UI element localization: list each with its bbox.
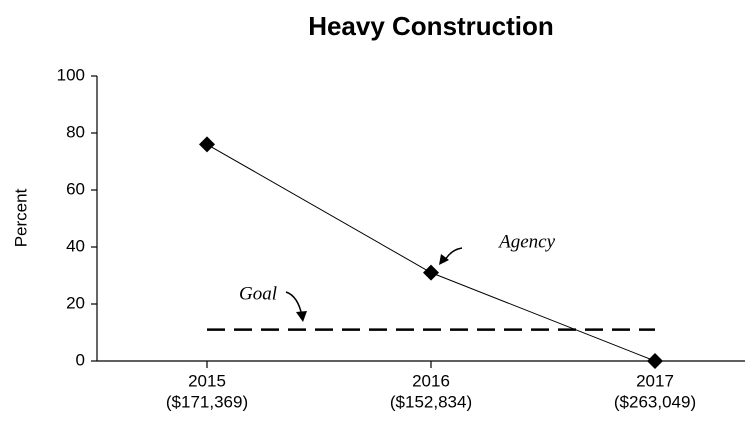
x-tick-sublabel: ($171,369) (166, 392, 248, 411)
y-axis-label: Percent (11, 188, 30, 247)
marker (199, 136, 215, 153)
x-tick-sublabel: ($263,049) (614, 392, 696, 411)
agency-annotation: Agency (497, 231, 555, 252)
goal-annotation: Goal (239, 283, 277, 304)
x-tick-label: 2017 (636, 371, 674, 390)
goal-arrowhead (296, 311, 307, 322)
marker (647, 353, 663, 369)
y-tick-label: 40 (66, 236, 85, 255)
y-tick-label: 0 (76, 350, 85, 369)
y-tick-label: 80 (66, 122, 85, 141)
y-tick-label: 60 (66, 179, 85, 198)
y-tick-label: 20 (66, 293, 85, 312)
marker (423, 264, 439, 281)
x-tick-label: 2016 (412, 371, 450, 390)
chart-title: Heavy Construction (308, 11, 554, 41)
y-tick-label: 100 (57, 65, 85, 84)
x-tick-label: 2015 (188, 371, 226, 390)
agency-arrowhead (439, 254, 449, 265)
x-tick-sublabel: ($152,834) (390, 392, 472, 411)
